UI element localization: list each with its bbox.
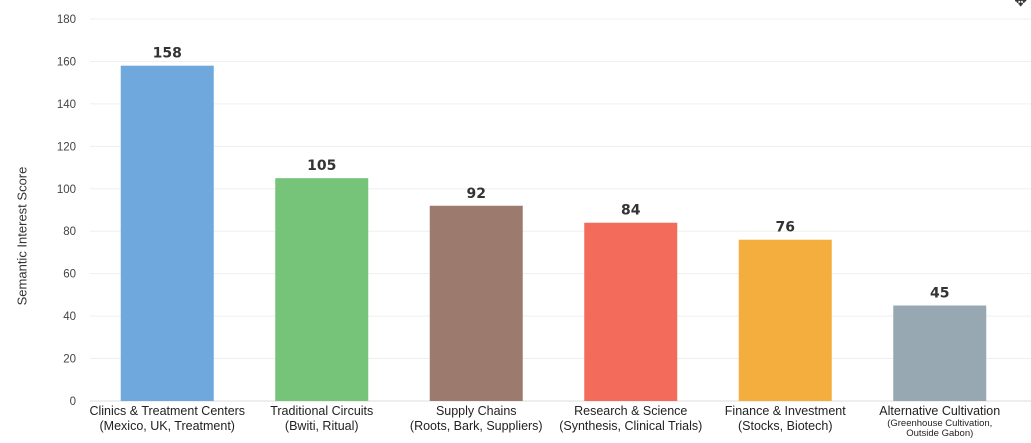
y-tick-label: 100 — [57, 184, 76, 196]
y-tick-label: 40 — [63, 311, 76, 323]
y-tick-label: 160 — [57, 56, 76, 68]
data-label: 105 — [307, 158, 336, 174]
x-tick-label-line1: Research & Science — [574, 404, 688, 418]
data-label: 92 — [467, 186, 486, 202]
y-axis-label: Semantic Interest Score — [14, 166, 30, 306]
x-tick-label-line1: Supply Chains — [435, 404, 517, 418]
bar[interactable] — [275, 178, 369, 401]
x-tick-label-line1: Traditional Circuits — [270, 404, 374, 418]
x-tick-label-line2: (Roots, Bark, Suppliers) — [409, 419, 543, 433]
bar[interactable] — [893, 305, 987, 402]
x-tick-label-line1: Clinics & Treatment Centers — [89, 404, 246, 418]
data-label: 45 — [930, 286, 949, 302]
y-tick-label: 140 — [57, 99, 76, 111]
pan-icon[interactable]: ✥ — [1014, 0, 1027, 10]
x-tick-label: Clinics & Treatment Centers (Mexico, UK, … — [89, 404, 245, 434]
y-tick-label: 180 — [57, 14, 76, 26]
x-tick-label-line2: (Stocks, Biotech) — [738, 419, 833, 433]
data-label: 84 — [621, 203, 641, 219]
x-tick-label-line1: Alternative Cultivation — [879, 404, 1001, 418]
bar[interactable] — [429, 205, 523, 401]
x-tick-label-line2: (Greenhouse Cultivation, — [887, 418, 993, 429]
bar[interactable] — [120, 65, 214, 401]
y-tick-label: 80 — [63, 226, 76, 238]
y-tick-label: 120 — [57, 141, 76, 153]
x-tick-label-line2: (Bwiti, Ritual) — [284, 419, 359, 433]
x-tick-label-line2: (Synthesis, Clinical Trials) — [559, 419, 703, 433]
x-tick-label: Alternative Cultivation (Greenhouse Culti… — [879, 404, 1000, 439]
x-tick-label-line2: (Mexico, UK, Treatment) — [99, 419, 235, 433]
y-tick-label: 20 — [63, 354, 76, 366]
y-tick-label: 0 — [70, 396, 76, 408]
data-label: 76 — [776, 220, 795, 236]
x-tick-label-line3: Outside Gabon) — [906, 428, 974, 439]
x-tick-label: Research & Science (Synthesis, Clinical T… — [559, 404, 702, 434]
x-tick-label-line1: Finance & Investment — [724, 404, 846, 418]
x-tick-label: Supply Chains (Roots, Bark, Suppliers) — [410, 404, 543, 434]
bar[interactable] — [738, 239, 832, 401]
data-label: 158 — [153, 46, 182, 62]
x-tick-label: Traditional Circuits (Bwiti, Ritual) — [270, 404, 373, 434]
x-tick-label: Finance & Investment (Stocks, Biotech) — [725, 404, 846, 434]
y-tick-label: 60 — [63, 269, 76, 281]
bar[interactable] — [584, 222, 678, 401]
